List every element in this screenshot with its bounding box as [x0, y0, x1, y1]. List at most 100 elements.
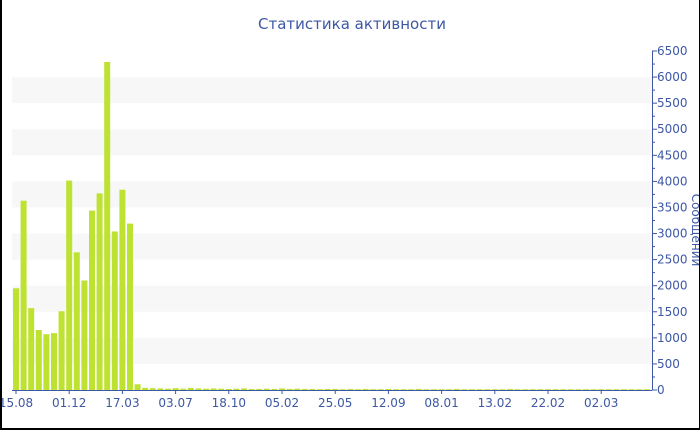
bar [408, 389, 415, 390]
bar [324, 388, 331, 390]
y-tick-label: 4000 [657, 174, 688, 188]
grid-band [12, 77, 652, 104]
bar [81, 280, 88, 390]
x-tick-label: 03.07 [158, 396, 192, 410]
bar [499, 389, 506, 390]
bar [13, 288, 19, 390]
bar [317, 389, 323, 390]
y-tick-label: 5000 [657, 122, 688, 136]
bar [529, 389, 536, 390]
bar [241, 388, 247, 390]
grid-band [12, 181, 652, 208]
bar [20, 200, 27, 390]
y-tick-label: 2500 [657, 253, 688, 267]
bar [279, 388, 285, 390]
bar [58, 311, 65, 390]
bar [560, 389, 567, 390]
bar [514, 389, 521, 390]
bar [552, 389, 559, 390]
bar [286, 388, 293, 390]
bar [507, 388, 513, 390]
bar [575, 389, 582, 390]
x-tick-label: 15.08 [2, 396, 33, 410]
bar [309, 388, 316, 390]
grid-band [12, 129, 652, 156]
bar [469, 389, 475, 390]
y-tick-label: 4500 [657, 148, 688, 162]
y-tick-label: 5500 [657, 96, 688, 110]
bar [332, 388, 339, 390]
x-tick-label: 01.12 [52, 396, 86, 410]
bar [119, 189, 126, 390]
y-tick-label: 500 [657, 357, 680, 371]
grid-band [12, 233, 652, 260]
y-tick-label: 6000 [657, 70, 688, 84]
bar [415, 388, 422, 390]
bar [590, 389, 597, 390]
bar [203, 388, 209, 390]
bar [362, 388, 369, 390]
bar [453, 388, 460, 390]
bar [28, 308, 35, 390]
bar [400, 389, 407, 390]
bar [73, 252, 80, 390]
x-tick-label: 17.03 [105, 396, 139, 410]
bar [636, 389, 643, 390]
bar [35, 330, 42, 390]
bar [484, 389, 491, 390]
bar [370, 389, 377, 390]
bar [621, 389, 627, 390]
bar [271, 388, 278, 390]
bar [233, 388, 240, 390]
y-tick-label: 3500 [657, 200, 688, 214]
x-tick-label: 12.09 [371, 396, 405, 410]
bar [643, 389, 650, 390]
bar [598, 389, 605, 390]
bar [476, 389, 483, 390]
bar [225, 388, 232, 390]
bar [66, 180, 73, 390]
bar [294, 388, 301, 390]
bar [104, 61, 111, 391]
x-tick-label: 25.05 [318, 396, 352, 410]
bar [301, 388, 308, 390]
bar [522, 389, 529, 390]
chart-title: Статистика активности [258, 15, 446, 33]
bar [537, 389, 544, 390]
bar [210, 388, 217, 390]
bar [142, 387, 149, 390]
bar [187, 387, 194, 390]
bar [111, 231, 118, 390]
bar [149, 388, 156, 390]
bar [248, 388, 255, 390]
bar [393, 389, 399, 390]
bar [89, 210, 95, 390]
bar [613, 389, 620, 390]
bar [339, 389, 346, 390]
bar [491, 389, 498, 390]
bar [263, 388, 270, 390]
y-axis-label: Сообщений [689, 194, 700, 267]
bar [180, 388, 187, 390]
y-tick-label: 1000 [657, 331, 688, 345]
bar [377, 389, 384, 390]
bar [545, 389, 551, 390]
bar [355, 389, 361, 390]
bar [431, 389, 437, 390]
x-tick-label: 05.02 [265, 396, 299, 410]
x-tick-label: 18.10 [212, 396, 246, 410]
bar [51, 333, 57, 390]
bar [127, 223, 133, 390]
y-tick-label: 1500 [657, 305, 688, 319]
x-tick-label: 13.02 [478, 396, 512, 410]
bar [385, 388, 392, 390]
bar [583, 389, 589, 390]
x-tick-label: 02.03 [584, 396, 618, 410]
bar [218, 388, 225, 390]
bar [165, 388, 171, 390]
grid-band [12, 285, 652, 312]
grid-band [12, 337, 652, 364]
bar [195, 388, 202, 390]
